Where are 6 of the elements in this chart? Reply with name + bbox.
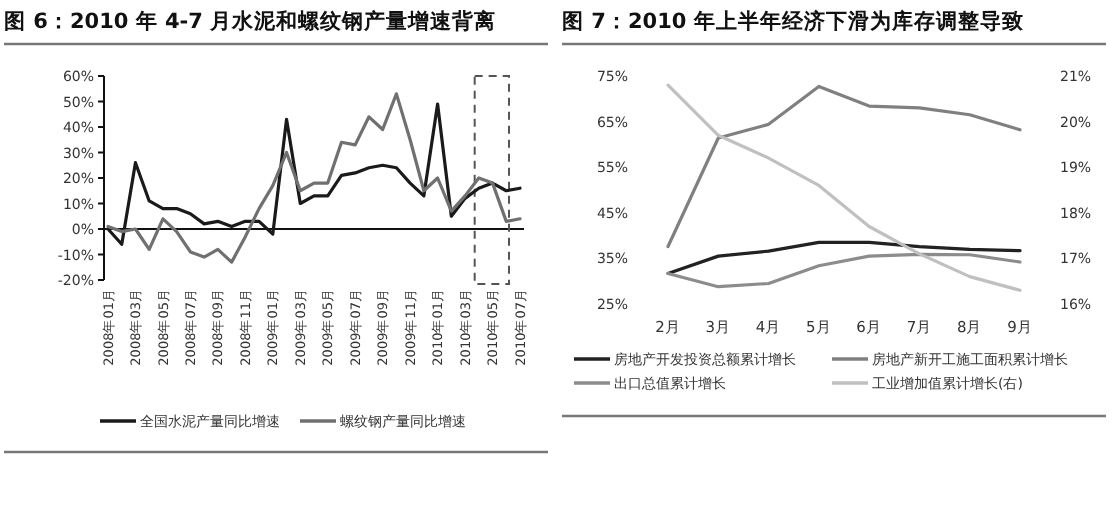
chart-title: 图 7：2010 年上半年经济下滑为库存调整导致 (562, 8, 1024, 34)
line-series (666, 252, 1022, 289)
line-series (666, 240, 1022, 276)
chart-title: 图 6：2010 年 4-7 月水泥和螺纹钢产量增速背离 (4, 8, 497, 34)
line-series (666, 84, 1022, 249)
line-series (666, 83, 1022, 292)
